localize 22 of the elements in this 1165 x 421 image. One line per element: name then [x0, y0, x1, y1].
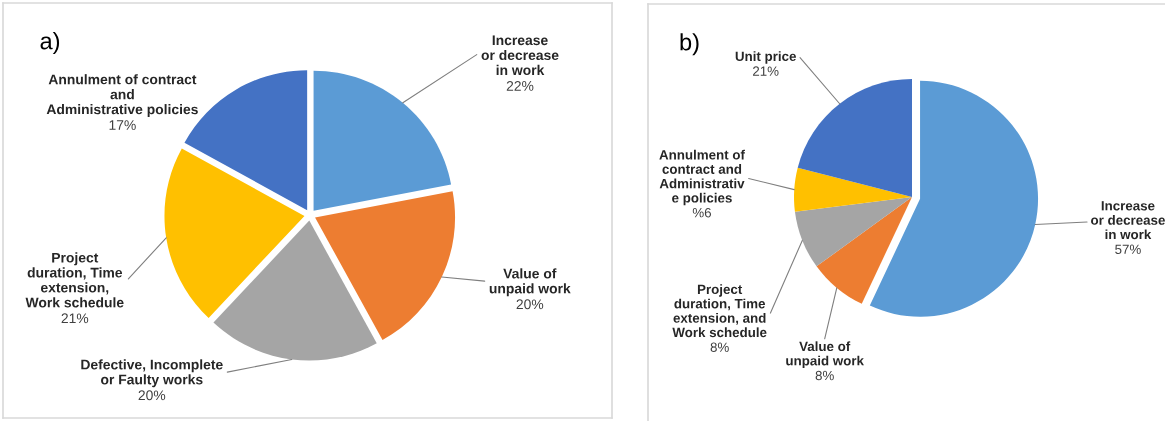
data-label: 57%: [1115, 244, 1141, 254]
slice-label: Increase or decrease in work: [481, 35, 559, 76]
data-label: 21%: [753, 66, 779, 76]
slice-label: Value of unpaid work: [489, 268, 571, 297]
slice-label: Unit price: [735, 51, 796, 64]
slice-label: Value of unpaid work: [786, 341, 864, 369]
slice-label: Annulment of contract and Administrativ e policies: [659, 149, 745, 206]
data-label: 22%: [506, 80, 534, 91]
slice-label: Defective, Incomplete or Faulty works: [81, 359, 223, 388]
data-label: 8%: [710, 342, 729, 352]
data-label: 17%: [109, 120, 136, 130]
data-label: %6: [692, 207, 712, 218]
data-label: 20%: [138, 390, 166, 401]
slice-label: Project duration, Time extension, and Work schedule: [672, 284, 767, 338]
data-label: 21%: [61, 313, 89, 324]
slice-label: Project duration, Time extension, Work schedule: [25, 252, 124, 308]
slice-label: Annulment of contract and Administrative policies: [46, 74, 198, 117]
data-label: 20%: [516, 299, 544, 310]
data-label: 8%: [815, 370, 834, 381]
chart-title: b): [680, 33, 699, 56]
slice-label: Increase or decrease in work: [1091, 201, 1165, 240]
chart-title: a): [40, 32, 60, 55]
